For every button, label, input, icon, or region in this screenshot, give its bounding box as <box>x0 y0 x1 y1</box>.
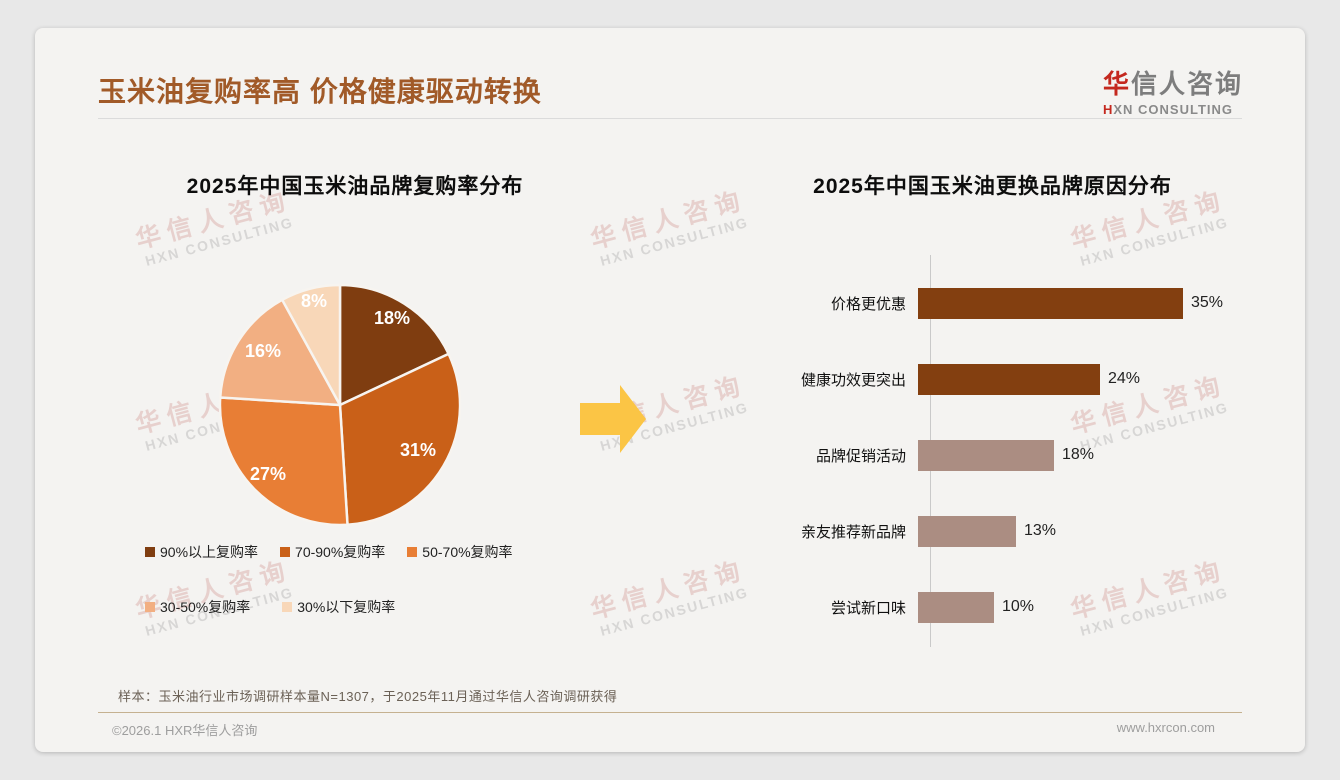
legend-item-0: 90%以上复购率 <box>145 542 258 562</box>
logo-brand-rest: 信人咨询 <box>1130 69 1243 99</box>
pie-legend-row-2: 30-50%复购率 30%以下复购率 <box>145 597 395 617</box>
page-title: 玉米油复购率高 价格健康驱动转换 <box>98 76 542 107</box>
bar-row-0: 价格更优惠 35% <box>755 265 1267 341</box>
legend-swatch-2 <box>407 547 418 557</box>
bar-track-2: 18% <box>918 439 1095 471</box>
logo-brand-first-char: 华 <box>1102 69 1131 99</box>
pie-chart: 18% 31% 27% 16% 8% <box>210 275 470 535</box>
bar-rect-0 <box>918 287 1183 319</box>
bar-rect-4 <box>918 591 994 623</box>
bar-rect-1 <box>918 363 1100 395</box>
bar-track-1: 24% <box>918 363 1141 395</box>
bar-value-label-0: 35% <box>1191 294 1224 311</box>
pie-slice-3 <box>218 298 342 407</box>
legend-swatch-0 <box>145 547 155 557</box>
pie-slice-2 <box>218 396 349 527</box>
logo-subtitle-first-char: H <box>1102 102 1114 117</box>
bar-chart-rows: 价格更优惠 35% 健康功效更突出 24% 品牌促销活动 18% 亲友推荐新品牌 13% 尝试新… <box>755 265 1267 645</box>
logo-subtitle: HXN CONSULTING <box>1103 102 1243 117</box>
pie-value-label-4: 8% <box>301 291 327 311</box>
legend-label-1: 70-90%复购率 <box>295 544 386 560</box>
logo-subtitle-rest: XN CONSULTING <box>1113 102 1234 117</box>
brand-logo: 华信人咨询 HXN CONSULTING <box>1103 64 1243 117</box>
legend-item-2: 50-70%复购率 <box>407 542 513 562</box>
bar-row-3: 亲友推荐新品牌 13% <box>755 493 1267 569</box>
bar-row-4: 尝试新口味 10% <box>755 569 1267 645</box>
pie-chart-svg: 18% 31% 27% 16% 8% <box>218 283 462 527</box>
slide-card: 华信人咨询 HXN CONSULTING 华信人咨询 HXN CONSULTING 华信… <box>35 28 1305 752</box>
pie-chart-title: 2025年中国玉米油品牌复购率分布 <box>186 175 524 198</box>
pie-slice-1 <box>338 352 462 527</box>
bar-row-2: 品牌促销活动 18% <box>755 417 1267 493</box>
pie-slice-0 <box>338 283 450 407</box>
footer-divider <box>98 712 1242 713</box>
sample-note: 样本：玉米油行业市场调研样本量N=1307，于2025年11月通过华信人咨询调研… <box>118 689 618 704</box>
bar-value-label-1: 24% <box>1108 370 1141 387</box>
pie-legend-row-1: 90%以上复购率 70-90%复购率 50-70%复购率 <box>145 542 513 562</box>
bar-chart: 价格更优惠 35% 健康功效更突出 24% 品牌促销活动 18% 亲友推荐新品牌 13% 尝试新… <box>755 255 1267 647</box>
bar-category-label-3: 亲友推荐新品牌 <box>800 523 906 541</box>
legend-item-3: 30-50%复购率 <box>145 597 250 617</box>
bar-value-label-2: 18% <box>1062 446 1095 463</box>
legend-label-3: 30-50%复购率 <box>160 599 251 615</box>
arrow-right-icon <box>580 383 648 455</box>
legend-item-4: 30%以下复购率 <box>282 597 395 617</box>
legend-swatch-3 <box>145 602 155 612</box>
bar-track-4: 10% <box>918 591 1035 623</box>
bar-row-1: 健康功效更突出 24% <box>755 341 1267 417</box>
pie-value-label-2: 27% <box>250 464 286 484</box>
bar-category-label-1: 健康功效更突出 <box>800 371 906 389</box>
legend-swatch-4 <box>282 602 293 612</box>
legend-label-0: 90%以上复购率 <box>160 544 259 560</box>
legend-label-2: 50-70%复购率 <box>422 544 513 560</box>
legend-label-4: 30%以下复购率 <box>297 599 396 615</box>
pie-value-label-1: 31% <box>400 440 436 460</box>
content-layer: 玉米油复购率高 价格健康驱动转换 华信人咨询 HXN CONSULTING 20… <box>35 28 1305 752</box>
arrow-right-shape <box>580 385 646 453</box>
bar-track-3: 13% <box>918 515 1057 547</box>
bar-category-label-4: 尝试新口味 <box>830 599 906 617</box>
bar-rect-2 <box>918 439 1054 471</box>
bar-value-label-3: 13% <box>1024 522 1057 539</box>
bar-category-label-2: 品牌促销活动 <box>815 447 906 465</box>
bar-track-0: 35% <box>918 287 1224 319</box>
bar-value-label-4: 10% <box>1002 598 1035 615</box>
legend-item-1: 70-90%复购率 <box>280 542 385 562</box>
footer-website: www.hxrcon.com <box>1116 720 1215 735</box>
arrow-right-svg <box>580 385 646 453</box>
bar-chart-title: 2025年中国玉米油更换品牌原因分布 <box>813 175 1172 198</box>
title-divider <box>98 118 1242 119</box>
legend-swatch-1 <box>280 547 291 557</box>
pie-value-label-0: 18% <box>374 308 410 328</box>
bar-category-label-0: 价格更优惠 <box>830 295 906 313</box>
pie-slice-4 <box>280 283 342 407</box>
pie-value-label-3: 16% <box>245 341 281 361</box>
bar-rect-3 <box>918 515 1016 547</box>
footer-copyright: ©2026.1 HXR华信人咨询 <box>112 723 258 738</box>
footer: ©2026.1 HXR华信人咨询 www.hxrcon.com <box>112 720 1215 739</box>
logo-brand-name: 华信人咨询 <box>1103 64 1243 101</box>
